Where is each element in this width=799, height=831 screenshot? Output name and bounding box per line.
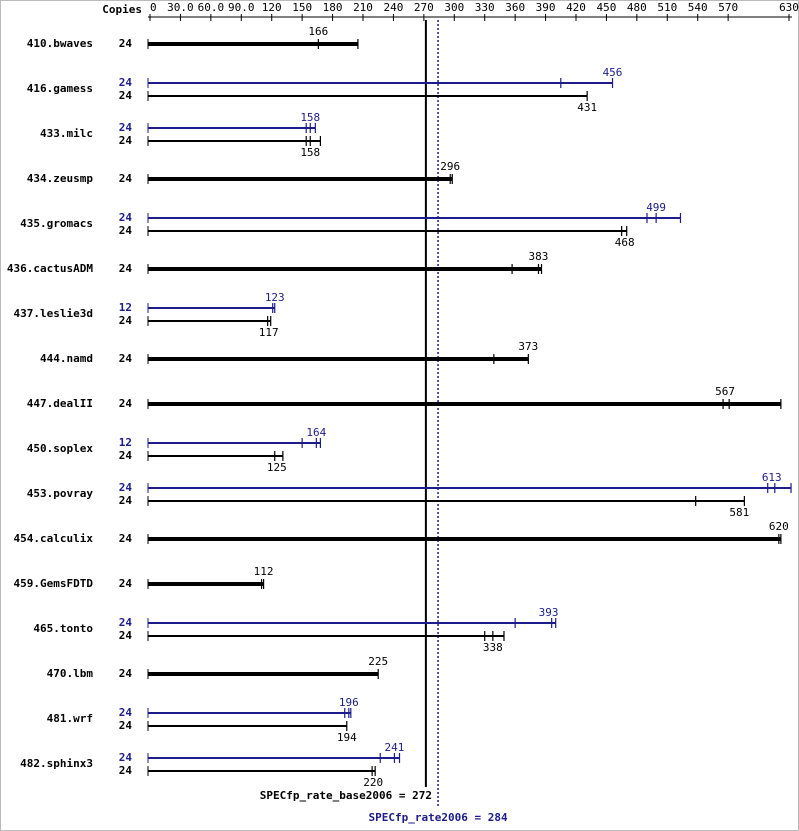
median-label: 166	[308, 25, 328, 38]
copies: 24	[119, 37, 133, 50]
benchmark-name: 481.wrf	[47, 712, 93, 725]
benchmark-name: 410.bwaves	[27, 37, 93, 50]
median-label: 125	[267, 461, 287, 474]
copies: 24	[119, 134, 133, 147]
x-tick-label: 420	[566, 1, 586, 14]
x-tick-label: 270	[414, 1, 434, 14]
median-label: 158	[300, 146, 320, 159]
x-tick-label: 540	[688, 1, 708, 14]
copies-header: Copies	[102, 3, 142, 16]
benchmark-name: 447.dealII	[27, 397, 93, 410]
peak-metric-label: SPECfp_rate2006 = 284	[369, 811, 508, 824]
benchmark-name: 435.gromacs	[20, 217, 93, 230]
median-label: 393	[539, 606, 559, 619]
copies: 12	[119, 301, 132, 314]
x-tick-label: 630	[779, 1, 799, 14]
median-label: 194	[337, 731, 357, 744]
x-tick-label: 90.0	[228, 1, 255, 14]
x-tick-label: 180	[323, 1, 343, 14]
median-label: 581	[729, 506, 749, 519]
base-metric-value: 272	[412, 789, 432, 802]
x-tick-label: 210	[353, 1, 373, 14]
median-label: 567	[715, 385, 735, 398]
x-tick-label: 240	[383, 1, 403, 14]
median-label: 613	[762, 471, 782, 484]
copies: 24	[119, 76, 133, 89]
benchmark-name: 453.povray	[27, 487, 94, 500]
copies: 24	[119, 719, 133, 732]
median-label: 164	[306, 426, 326, 439]
x-tick-label: 60.0	[198, 1, 225, 14]
x-tick-label: 360	[505, 1, 525, 14]
x-tick-label: 450	[596, 1, 616, 14]
benchmark-name: 437.leslie3d	[14, 307, 93, 320]
x-tick-label: 120	[262, 1, 282, 14]
median-label: 117	[259, 326, 279, 339]
benchmark-name: 436.cactusADM	[7, 262, 93, 275]
benchmark-name: 434.zeusmp	[27, 172, 94, 185]
x-tick-label: 300	[444, 1, 464, 14]
median-label: 220	[363, 776, 383, 789]
copies: 24	[119, 211, 133, 224]
x-tick-label: 30.0	[167, 1, 194, 14]
benchmark-name: 482.sphinx3	[20, 757, 93, 770]
median-label: 431	[577, 101, 597, 114]
median-label: 123	[265, 291, 285, 304]
benchmark-name: 416.gamess	[27, 82, 93, 95]
copies: 24	[119, 616, 133, 629]
base-metric-label: SPECfp_rate_base2006 = 272	[260, 789, 432, 802]
copies: 24	[119, 764, 133, 777]
copies: 24	[119, 532, 133, 545]
x-tick-label: 0	[150, 1, 157, 14]
benchmark-name: 444.namd	[40, 352, 93, 365]
copies: 24	[119, 121, 133, 134]
median-label: 499	[646, 201, 666, 214]
x-tick-label: 330	[475, 1, 495, 14]
benchmark-name: 459.GemsFDTD	[14, 577, 94, 590]
x-tick-label: 390	[536, 1, 556, 14]
median-label: 620	[769, 520, 789, 533]
copies: 24	[119, 751, 133, 764]
copies: 24	[119, 667, 133, 680]
x-tick-label: 150	[292, 1, 312, 14]
x-tick-label: 510	[657, 1, 677, 14]
copies: 24	[119, 481, 133, 494]
x-tick-label: 570	[718, 1, 738, 14]
benchmark-name: 450.soplex	[27, 442, 94, 455]
median-label: 296	[440, 160, 460, 173]
median-label: 196	[339, 696, 359, 709]
copies: 24	[119, 706, 133, 719]
median-label: 338	[483, 641, 503, 654]
copies: 24	[119, 397, 133, 410]
copies: 24	[119, 314, 133, 327]
copies: 24	[119, 449, 133, 462]
peak-metric-value: 284	[488, 811, 508, 824]
copies: 24	[119, 224, 133, 237]
copies: 24	[119, 494, 133, 507]
benchmark-name: 470.lbm	[47, 667, 94, 680]
median-label: 112	[254, 565, 274, 578]
copies: 24	[119, 577, 133, 590]
median-label: 225	[368, 655, 388, 668]
base-metric-name: SPECfp_rate_base2006 =	[260, 789, 406, 802]
copies: 24	[119, 262, 133, 275]
x-tick-label: 480	[627, 1, 647, 14]
median-label: 158	[300, 111, 320, 124]
median-label: 241	[385, 741, 405, 754]
copies: 24	[119, 172, 133, 185]
median-label: 456	[603, 66, 623, 79]
benchmark-name: 433.milc	[40, 127, 93, 140]
peak-metric-name: SPECfp_rate2006 =	[369, 811, 482, 824]
benchmark-name: 454.calculix	[14, 532, 94, 545]
copies: 24	[119, 629, 133, 642]
copies: 24	[119, 89, 133, 102]
median-label: 373	[518, 340, 538, 353]
copies: 24	[119, 352, 133, 365]
copies: 12	[119, 436, 132, 449]
median-label: 383	[529, 250, 549, 263]
benchmark-name: 465.tonto	[33, 622, 93, 635]
median-label: 468	[615, 236, 635, 249]
